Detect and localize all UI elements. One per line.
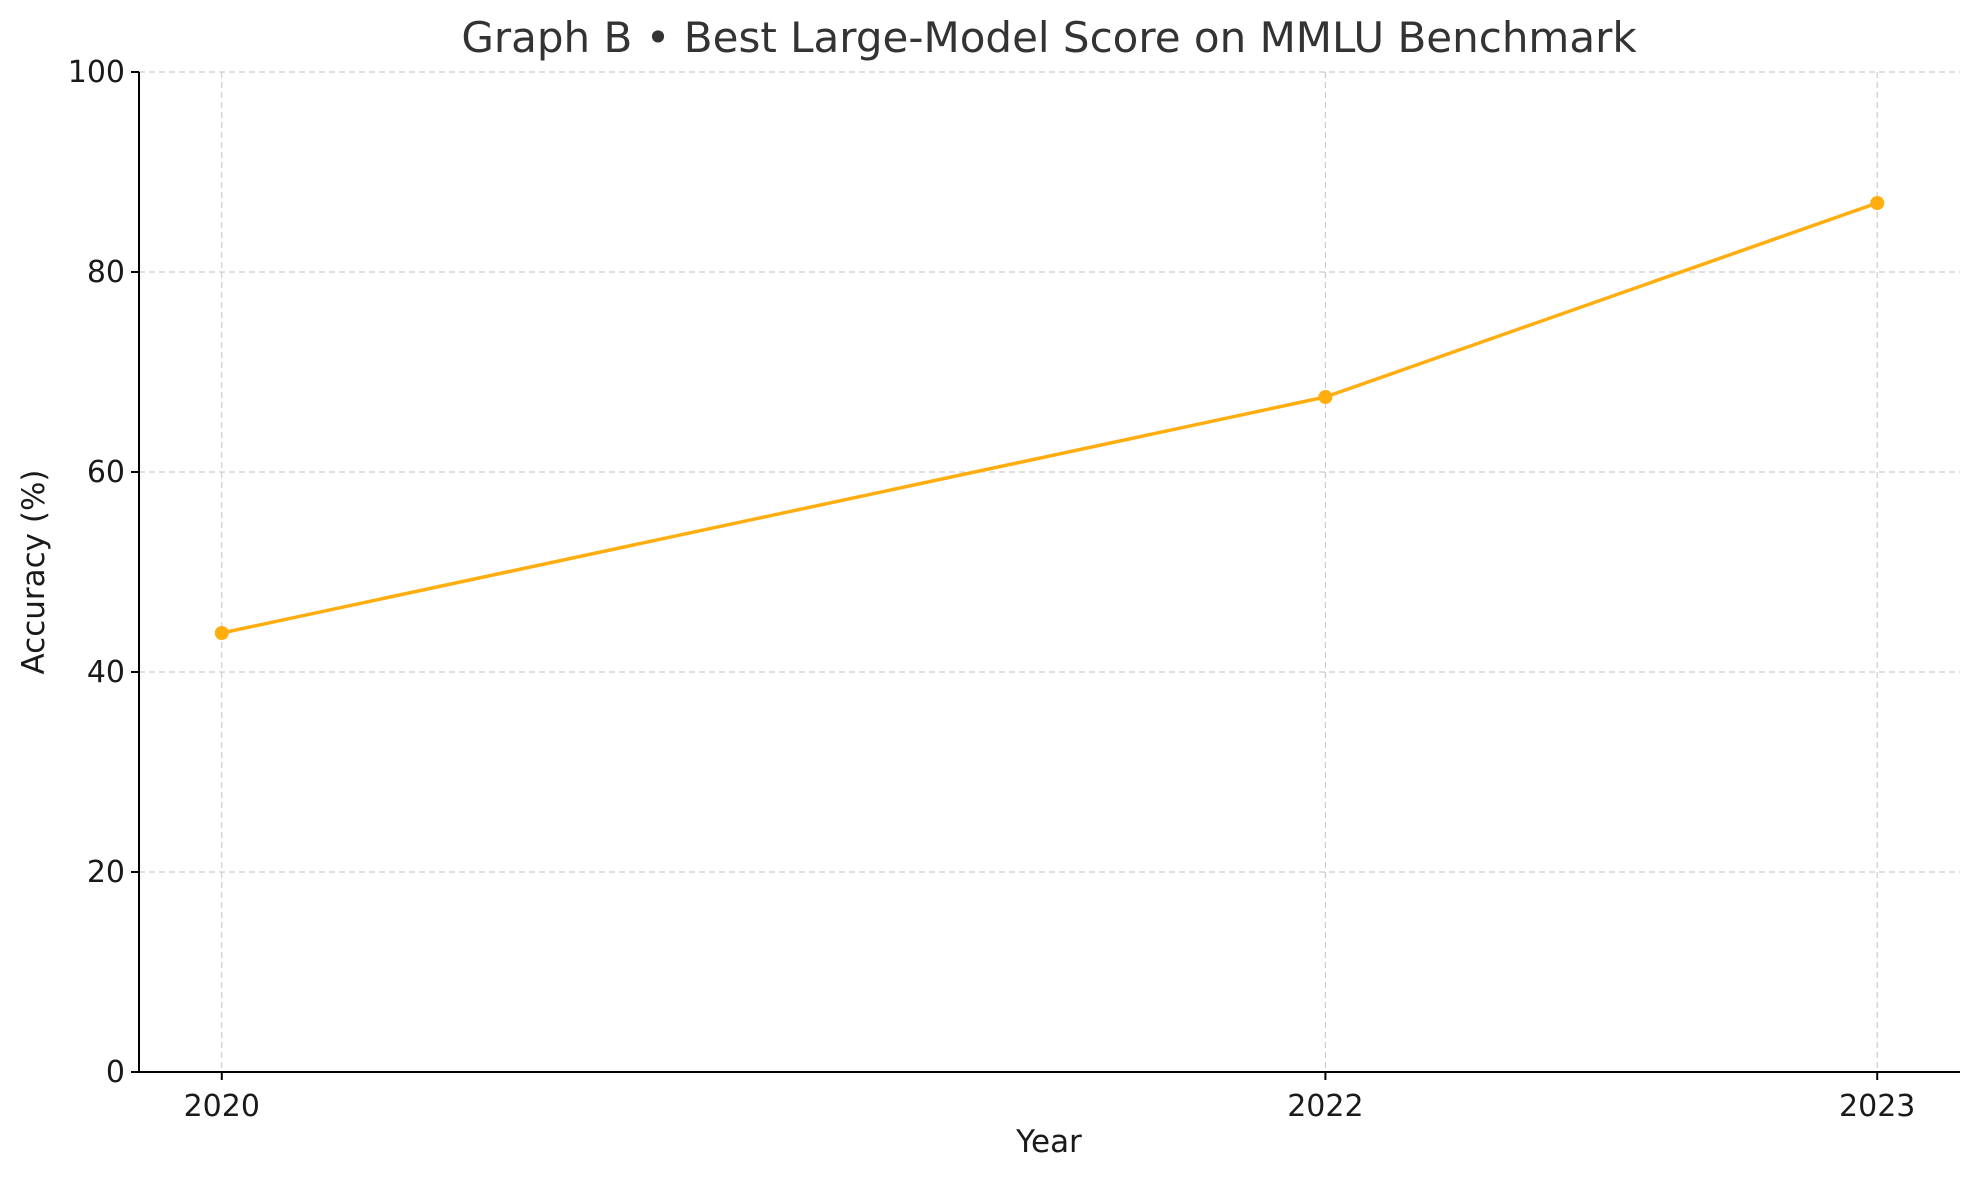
- y-tick-label: 20: [87, 855, 125, 890]
- data-point: [1318, 390, 1333, 404]
- y-tick-label: 100: [68, 55, 125, 90]
- series-line: [220, 201, 1879, 635]
- y-tick-label: 40: [87, 655, 125, 690]
- y-axis-label: Accuracy (%): [16, 469, 52, 674]
- x-tick-label: 2023: [1839, 1089, 1915, 1124]
- data-point: [1870, 196, 1885, 210]
- x-tick-label: 2020: [184, 1089, 260, 1124]
- series-layer: [214, 196, 1885, 640]
- data-point: [214, 626, 229, 640]
- y-tick-label: 80: [87, 255, 125, 290]
- y-tick-label: 0: [106, 1055, 125, 1090]
- grid: [139, 71, 1960, 1073]
- chart-title: Graph B • Best Large-Model Score on MMLU…: [461, 13, 1637, 62]
- x-tick-label: 2022: [1287, 1089, 1363, 1124]
- x-axis-label: Year: [1015, 1124, 1082, 1160]
- axes: 0 20 40 60 80 100 2020 2022 2023: [68, 55, 1960, 1124]
- y-tick-label: 60: [87, 455, 125, 490]
